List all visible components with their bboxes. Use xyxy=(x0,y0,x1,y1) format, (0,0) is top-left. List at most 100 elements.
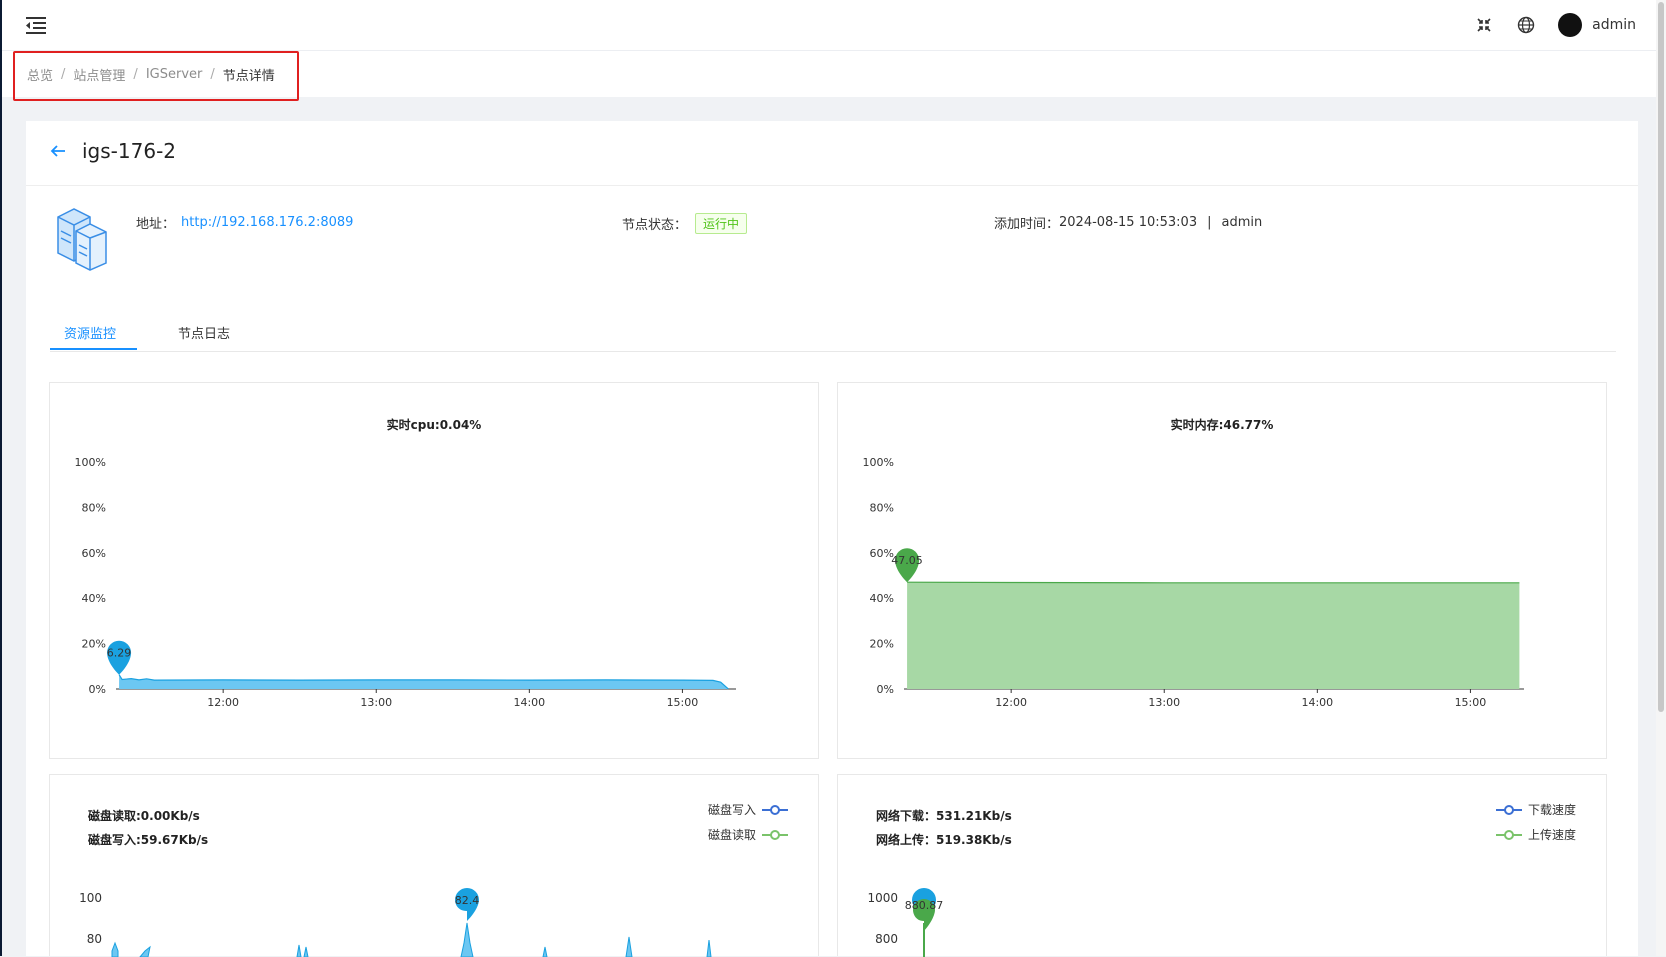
card-header: igs-176-2 xyxy=(26,121,1638,186)
tab-active-indicator xyxy=(50,348,137,350)
legend-label: 磁盘读取 xyxy=(707,828,756,842)
upload-max-marker-pin xyxy=(913,899,935,931)
tab-bar: 资源监控 节点日志 xyxy=(50,317,1616,352)
y-tick-label: 0% xyxy=(89,683,106,696)
breadcrumb-separator: / xyxy=(133,67,138,82)
cpu-chart-panel: 实时cpu:0.04% 0% 20% 40% 60% 80% 100% 12:00 13:00… xyxy=(49,382,819,759)
divider-pipe: | xyxy=(1207,215,1212,230)
status-badge: 运行中 xyxy=(695,213,748,234)
disk-chart: 100 80 82.4 xyxy=(79,888,712,957)
disk-chart-panel: 磁盘读取:0.00Kb/s 磁盘写入:59.67Kb/s 磁盘写入 磁盘读取 1… xyxy=(49,774,819,957)
added-by: admin xyxy=(1221,215,1263,230)
user-name: admin xyxy=(1592,17,1636,33)
breadcrumb-separator: / xyxy=(61,67,66,82)
chart-title: 实时cpu:0.04% xyxy=(386,418,482,432)
y-tick-label: 800 xyxy=(875,932,898,946)
breadcrumb-igserver[interactable]: IGServer xyxy=(145,67,203,82)
x-tick-label: 13:00 xyxy=(1148,696,1180,709)
scrollbar-track[interactable] xyxy=(1656,0,1666,956)
net-download-stat: 网络下载：531.21Kb/s xyxy=(876,809,1012,823)
breadcrumb-separator: / xyxy=(210,67,215,82)
server-icon xyxy=(57,208,107,271)
scrollbar-thumb[interactable] xyxy=(1658,2,1664,712)
breadcrumb-current: 节点详情 xyxy=(222,69,275,84)
disk-write-stat: 磁盘写入:59.67Kb/s xyxy=(88,833,209,847)
y-tick-label: 80 xyxy=(87,932,102,946)
back-arrow-icon[interactable] xyxy=(48,141,68,161)
x-tick-label: 14:00 xyxy=(1301,696,1333,709)
disk-read-stat: 磁盘读取:0.00Kb/s xyxy=(88,809,200,823)
tab-resource-monitor[interactable]: 资源监控 xyxy=(64,327,117,342)
y-tick-label: 100% xyxy=(863,456,894,469)
series-line xyxy=(907,581,1520,584)
address-link[interactable]: http://192.168.176.2:8089 xyxy=(181,215,354,230)
legend-marker-green-icon xyxy=(1495,829,1522,840)
legend-label: 上传速度 xyxy=(1527,828,1576,842)
memory-chart: 0% 20% 40% 60% 80% 100% 12:00 13:00 14:00 15:00 47… xyxy=(863,456,1524,709)
max-marker-pin xyxy=(107,640,132,675)
legend-disk-read[interactable]: 磁盘读取 xyxy=(708,826,788,843)
x-tick-label: 13:00 xyxy=(360,696,392,709)
max-marker-label: 880.87 xyxy=(905,899,944,912)
chart-title: 实时内存:46.77% xyxy=(1170,418,1274,432)
y-tick-label: 100% xyxy=(75,456,106,469)
menu-fold-icon[interactable] xyxy=(24,14,48,36)
top-header: admin xyxy=(2,0,1656,51)
max-marker-pin xyxy=(895,548,920,583)
network-chart: 1000 800 880.87 xyxy=(867,888,944,957)
address-info: 地址： http://192.168.176.2:8089 xyxy=(136,213,353,232)
series-area xyxy=(119,674,729,689)
memory-chart-panel: 实时内存:46.77% 0% 20% 40% 60% 80% 100% 12:00 13:00… xyxy=(837,382,1607,759)
y-tick-label: 80% xyxy=(870,501,894,514)
x-tick-label: 15:00 xyxy=(667,696,699,709)
legend-upload[interactable]: 上传速度 xyxy=(1495,826,1576,843)
legend-label: 磁盘写入 xyxy=(707,803,756,817)
status-info: 节点状态： 运行中 xyxy=(622,213,748,234)
legend-marker-blue-icon xyxy=(762,804,788,815)
highlight-box xyxy=(13,51,299,101)
y-tick-label: 20% xyxy=(870,638,894,651)
header-actions: admin xyxy=(1474,10,1636,40)
fullscreen-exit-icon[interactable] xyxy=(1474,15,1494,35)
status-label: 节点状态： xyxy=(622,218,688,233)
y-tick-label: 80% xyxy=(82,501,106,514)
y-tick-label: 40% xyxy=(82,592,106,605)
x-tick-label: 12:00 xyxy=(995,696,1027,709)
x-tick-label: 15:00 xyxy=(1455,696,1487,709)
max-marker-label: 82.4 xyxy=(455,894,480,907)
y-tick-label: 20% xyxy=(82,638,106,651)
globe-icon[interactable] xyxy=(1516,15,1536,35)
network-chart-panel: 网络下载：531.21Kb/s 网络上传：519.38Kb/s 下载速度 上传速… xyxy=(837,774,1607,957)
legend-marker-blue-icon xyxy=(1495,804,1522,815)
y-tick-label: 60% xyxy=(82,547,106,560)
added-label: 添加时间： xyxy=(994,217,1060,232)
max-marker-label: 6.29 xyxy=(107,647,132,660)
net-upload-stat: 网络上传：519.38Kb/s xyxy=(876,833,1012,847)
added-time: 2024-08-15 10:53:03 xyxy=(1059,215,1198,230)
legend-download[interactable]: 下载速度 xyxy=(1495,801,1576,818)
series-line xyxy=(118,674,729,690)
y-tick-label: 0% xyxy=(877,683,894,696)
series-area xyxy=(907,582,1520,689)
address-label: 地址： xyxy=(136,217,176,232)
x-tick-label: 14:00 xyxy=(513,696,545,709)
cpu-chart: 0% 20% 40% 60% 80% 100% 12:00 13:00 14:00 15:00 6.… xyxy=(75,456,736,709)
max-marker-label: 47.05 xyxy=(891,554,923,567)
y-tick-label: 100 xyxy=(79,891,102,905)
legend-marker-green-icon xyxy=(762,829,788,840)
window-left-edge xyxy=(0,0,2,956)
x-tick-label: 12:00 xyxy=(207,696,239,709)
network-legend: 下载速度 上传速度 xyxy=(1495,801,1576,843)
tab-node-log[interactable]: 节点日志 xyxy=(178,327,231,342)
legend-label: 下载速度 xyxy=(1527,803,1576,817)
disk-series-area xyxy=(111,922,712,957)
breadcrumb-bar: 总览 / 站点管理 / IGServer / 节点详情 xyxy=(2,51,1656,101)
breadcrumb: 总览 / 站点管理 / IGServer / 节点详情 xyxy=(27,65,275,84)
breadcrumb-site-management[interactable]: 站点管理 xyxy=(73,69,126,84)
y-tick-label: 1000 xyxy=(867,891,898,905)
page-title: igs-176-2 xyxy=(82,139,177,163)
y-tick-label: 60% xyxy=(870,547,894,560)
user-menu[interactable]: admin xyxy=(1558,13,1636,37)
legend-disk-write[interactable]: 磁盘写入 xyxy=(708,801,788,818)
breadcrumb-overview[interactable]: 总览 xyxy=(27,69,54,84)
